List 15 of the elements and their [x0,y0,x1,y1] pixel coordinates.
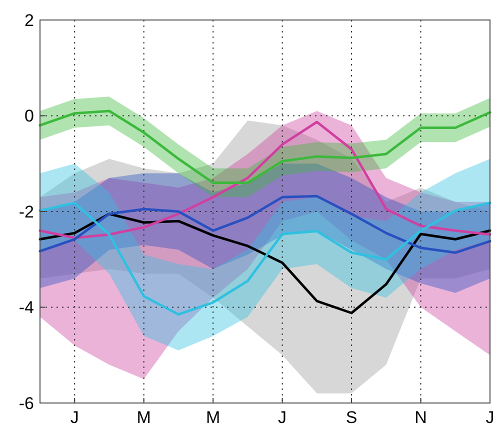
x-tick-label: M [206,408,220,427]
x-tick-label: J [278,408,287,427]
y-tick-label: -4 [18,298,34,318]
x-tick-label: J [486,408,494,427]
y-tick-label: -6 [18,394,34,413]
y-tick-label: 2 [24,10,34,30]
x-tick-label: J [70,408,79,427]
y-tick-label: -2 [18,202,34,222]
y-tick-label: 0 [24,106,34,126]
x-tick-label: N [414,408,427,427]
line-series [38,110,492,184]
line-series [38,194,492,254]
line-series [38,120,492,240]
x-tick-label: M [136,408,151,427]
x-tick-label: S [346,408,358,427]
